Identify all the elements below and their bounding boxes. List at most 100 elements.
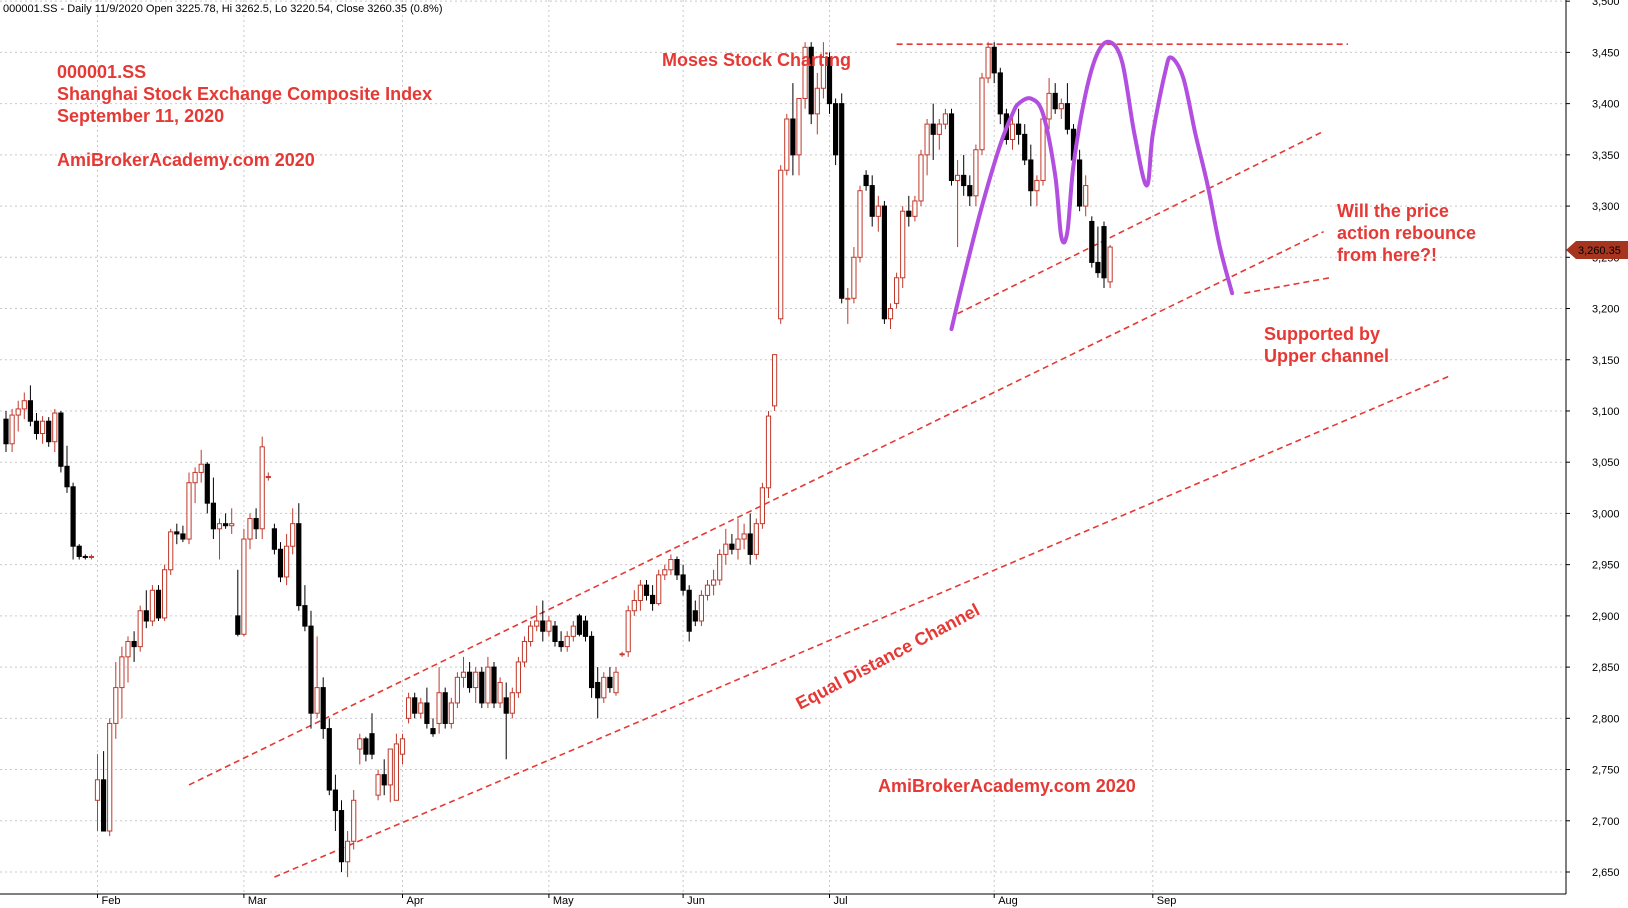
candle bbox=[253, 508, 259, 540]
x-tick-label: Sep bbox=[1157, 895, 1177, 907]
candle-body bbox=[918, 154, 924, 202]
candle bbox=[875, 195, 881, 232]
candle bbox=[223, 513, 229, 529]
candle bbox=[186, 472, 192, 545]
candle bbox=[619, 651, 625, 657]
candle-body bbox=[497, 681, 503, 704]
candle bbox=[204, 462, 210, 514]
candle-body bbox=[265, 476, 271, 479]
candle bbox=[857, 185, 863, 263]
candle-body bbox=[448, 702, 454, 724]
candle-body bbox=[729, 543, 735, 550]
candle-body bbox=[216, 523, 223, 530]
candle-body bbox=[875, 205, 881, 217]
candle-body bbox=[436, 692, 442, 724]
candle bbox=[473, 667, 479, 703]
candle bbox=[271, 523, 277, 555]
candle bbox=[845, 288, 851, 324]
candle bbox=[753, 518, 759, 560]
candle-body bbox=[1095, 261, 1101, 274]
candle-body bbox=[759, 487, 765, 525]
candle-body bbox=[552, 625, 558, 642]
candle-body bbox=[735, 538, 741, 550]
x-tick-label: Jun bbox=[687, 895, 705, 907]
support-extension bbox=[1244, 277, 1330, 294]
candle-body bbox=[704, 584, 711, 596]
candle bbox=[503, 682, 509, 760]
candle bbox=[680, 564, 686, 596]
candle bbox=[515, 656, 521, 698]
candle-body bbox=[460, 671, 467, 678]
candle-body bbox=[119, 656, 125, 689]
candle bbox=[650, 585, 656, 611]
candle-body bbox=[570, 625, 576, 637]
candle bbox=[1016, 108, 1022, 145]
candle bbox=[168, 528, 174, 575]
y-tick-label: 3,200 bbox=[1592, 304, 1620, 316]
candle-body bbox=[723, 543, 729, 555]
candle bbox=[967, 175, 973, 207]
candle bbox=[1064, 83, 1071, 135]
candle bbox=[778, 165, 784, 324]
candle bbox=[894, 272, 900, 309]
candle bbox=[1101, 221, 1107, 289]
candle-body bbox=[1089, 220, 1095, 263]
candle-body bbox=[747, 533, 753, 555]
candle bbox=[448, 697, 454, 729]
candle bbox=[1083, 175, 1089, 217]
candle-body bbox=[357, 738, 363, 750]
candle-body bbox=[131, 640, 137, 648]
candle-body bbox=[576, 615, 582, 635]
candle bbox=[351, 790, 357, 850]
support-annotation: Supported by Upper channel bbox=[1264, 324, 1389, 366]
candle-body bbox=[881, 205, 887, 320]
candle bbox=[924, 118, 930, 176]
y-tick-label: 3,450 bbox=[1592, 47, 1620, 59]
candle bbox=[1077, 149, 1083, 212]
candle-body bbox=[259, 446, 265, 530]
candle bbox=[27, 385, 33, 427]
candle bbox=[491, 661, 497, 709]
candle bbox=[442, 687, 448, 729]
watermark-text: AmiBrokerAcademy.com 2020 bbox=[878, 776, 1136, 796]
candle-body bbox=[680, 574, 686, 591]
candle bbox=[406, 692, 412, 724]
candle bbox=[674, 556, 680, 581]
candle-body bbox=[991, 46, 997, 74]
candle bbox=[521, 636, 528, 668]
candle bbox=[381, 759, 387, 796]
candle bbox=[1095, 226, 1101, 278]
candle-body bbox=[137, 610, 143, 648]
candle-body bbox=[351, 799, 357, 842]
candle bbox=[1028, 144, 1034, 207]
candle-body bbox=[192, 471, 198, 484]
candle-body bbox=[174, 531, 180, 535]
candle bbox=[759, 482, 765, 529]
candle-body bbox=[509, 692, 515, 714]
candle bbox=[833, 98, 839, 166]
candle-body bbox=[784, 118, 790, 171]
candle-body bbox=[229, 523, 235, 527]
candle-body bbox=[863, 174, 869, 187]
candle-body bbox=[942, 113, 948, 125]
y-tick-label: 2,750 bbox=[1592, 765, 1620, 777]
candle-body bbox=[900, 210, 906, 279]
candle-body bbox=[845, 297, 851, 300]
candle-body bbox=[186, 482, 192, 540]
candle bbox=[1058, 98, 1064, 119]
candle-body bbox=[82, 555, 88, 558]
question-line-1: Will the price bbox=[1337, 201, 1449, 221]
candle-body bbox=[430, 728, 436, 735]
candle bbox=[88, 554, 95, 560]
candle-body bbox=[101, 779, 107, 832]
candle-body bbox=[46, 420, 52, 443]
candle-body bbox=[223, 523, 229, 527]
candle-body bbox=[540, 620, 546, 632]
candle-body bbox=[412, 697, 418, 714]
candle bbox=[796, 98, 802, 176]
candle-body bbox=[210, 502, 217, 530]
candle bbox=[387, 748, 393, 803]
candle-body bbox=[168, 531, 174, 571]
candle-body bbox=[753, 523, 759, 555]
